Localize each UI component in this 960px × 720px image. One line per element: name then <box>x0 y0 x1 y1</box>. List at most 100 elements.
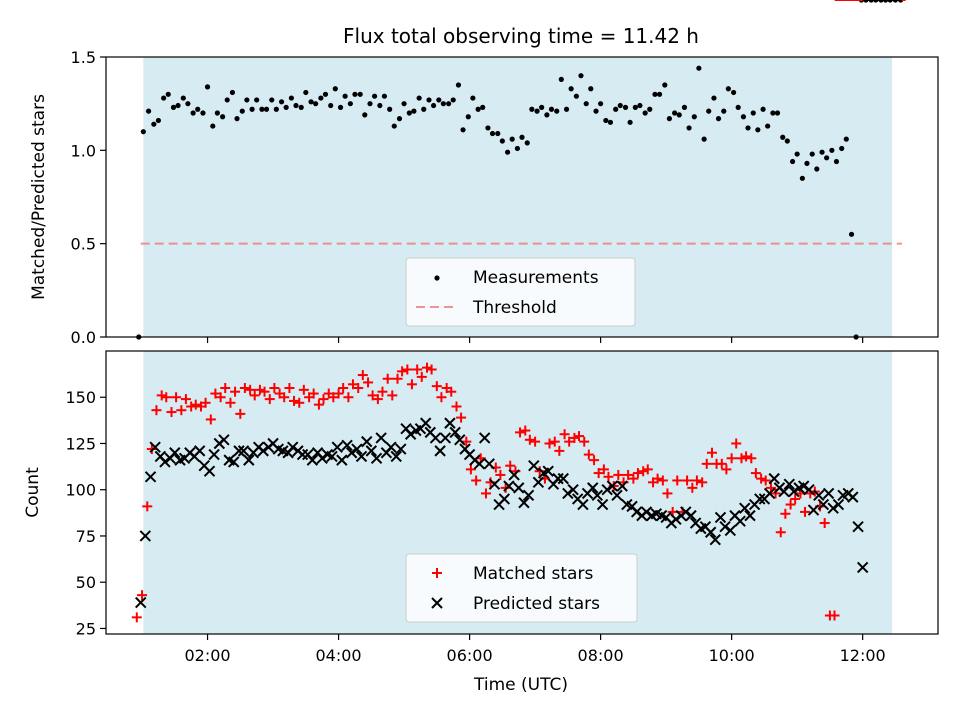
predicted-star-point <box>827 502 839 514</box>
measurement-point <box>175 102 181 109</box>
cross-stroke-b <box>591 489 604 501</box>
measurement-point <box>460 127 466 133</box>
matched-star-point <box>569 432 580 443</box>
cross-stroke-b <box>621 498 633 511</box>
matched-star-point <box>338 382 349 393</box>
measurement-point <box>416 95 422 101</box>
predicted-star-point <box>439 432 452 444</box>
y-tick-label-ratio: 0.0 <box>71 328 96 347</box>
cross-stroke-b <box>385 441 397 453</box>
cross-stroke-b <box>400 422 412 435</box>
measurement-point <box>509 136 515 142</box>
measurement-point <box>254 97 260 103</box>
matched-star-point <box>289 395 300 406</box>
measurement-point <box>765 123 771 129</box>
cross-stroke-b <box>429 432 442 444</box>
measurement-point <box>381 93 388 99</box>
cross-stroke-b <box>395 443 407 455</box>
matched-star-point <box>205 414 216 425</box>
measurement-point <box>529 106 535 112</box>
cross-stroke-b <box>626 500 638 513</box>
cross-stroke-b <box>459 443 471 455</box>
measurement-point <box>607 119 614 125</box>
predicted-star-point <box>744 509 756 522</box>
measurement-point <box>185 101 191 107</box>
matched-star-point <box>239 382 250 393</box>
matched-star-point <box>166 407 177 418</box>
measurement-point <box>204 84 211 90</box>
cross-stroke-b <box>272 443 285 455</box>
measurement-point <box>406 110 412 116</box>
matched-star-point <box>210 388 221 399</box>
measurement-point <box>534 108 540 114</box>
predicted-star-point <box>562 487 574 500</box>
cross-stroke-b <box>454 434 466 446</box>
predicted-star-point <box>852 521 864 533</box>
cross-stroke-b <box>321 448 334 461</box>
measurement-point <box>371 93 378 99</box>
cross-stroke-b <box>498 493 511 505</box>
measurement-point <box>234 116 240 122</box>
measurement-point <box>701 136 707 142</box>
matched-star-point <box>530 436 541 447</box>
matched-star-point <box>171 392 182 403</box>
measurement-point <box>145 108 152 114</box>
measurement-point <box>244 97 250 103</box>
matched-star-point <box>549 436 560 447</box>
measurement-point <box>622 104 629 110</box>
predicted-star-point <box>640 506 653 518</box>
predicted-star-point <box>498 493 511 505</box>
measurement-point <box>308 99 314 105</box>
matched-star-point <box>544 438 555 449</box>
measurement-point <box>455 82 462 88</box>
matched-star-point <box>343 392 354 403</box>
y-tick-label-count: 150 <box>65 388 96 407</box>
predicted-star-point <box>365 445 378 457</box>
predicted-star-point <box>473 458 486 470</box>
count-panel: 25 50 75 100 125 150 02:00 04:00 06:00 08:00 10:0… <box>23 0 939 695</box>
cross-stroke-b <box>149 441 161 453</box>
matched-star-point <box>151 405 162 416</box>
matched-star-point <box>186 401 197 412</box>
predicted-star-point <box>296 448 309 461</box>
predicted-star-point <box>847 491 859 503</box>
matched-star-point <box>750 468 761 479</box>
measurement-point <box>548 106 555 112</box>
measurement-point <box>347 101 353 107</box>
matched-star-point <box>642 464 653 475</box>
measurement-point <box>799 175 805 181</box>
predicted-star-point <box>542 465 554 477</box>
cross-stroke-b <box>739 502 751 514</box>
legend-cross-glyph <box>431 597 443 609</box>
measurement-point <box>745 125 751 131</box>
cross-stroke-b <box>532 476 545 489</box>
matched-star-point <box>456 412 467 423</box>
cross-stroke-b <box>208 448 220 461</box>
predicted-star-point <box>218 434 230 446</box>
matched-star-point <box>215 392 226 403</box>
matched-star-point <box>146 444 157 455</box>
cross-stroke-b <box>616 480 628 492</box>
cross-stroke-b <box>159 456 171 468</box>
cross-stroke-b <box>655 509 668 522</box>
cross-stroke-b <box>404 428 417 440</box>
cross-stroke-b <box>557 472 569 485</box>
matched-star-point <box>672 475 683 486</box>
measurement-point <box>691 114 697 120</box>
measurement-point <box>367 101 373 107</box>
legend-ratio: Measurements Threshold <box>405 257 636 327</box>
cross-stroke-b <box>788 485 800 498</box>
cross-stroke-b <box>571 493 584 505</box>
matched-star-point <box>760 475 771 486</box>
measurement-point <box>421 106 427 112</box>
measurement-point <box>676 112 682 118</box>
matched-star-point <box>200 397 211 408</box>
predicted-star-point <box>518 496 530 509</box>
measurement-point <box>672 110 678 116</box>
matched-star-point <box>446 386 457 397</box>
matched-star-point <box>657 475 668 486</box>
measurement-point <box>725 86 731 92</box>
cross-stroke-b <box>439 432 452 444</box>
legend-label-predicted: Predicted stars <box>473 594 600 614</box>
matched-star-point <box>520 425 531 436</box>
